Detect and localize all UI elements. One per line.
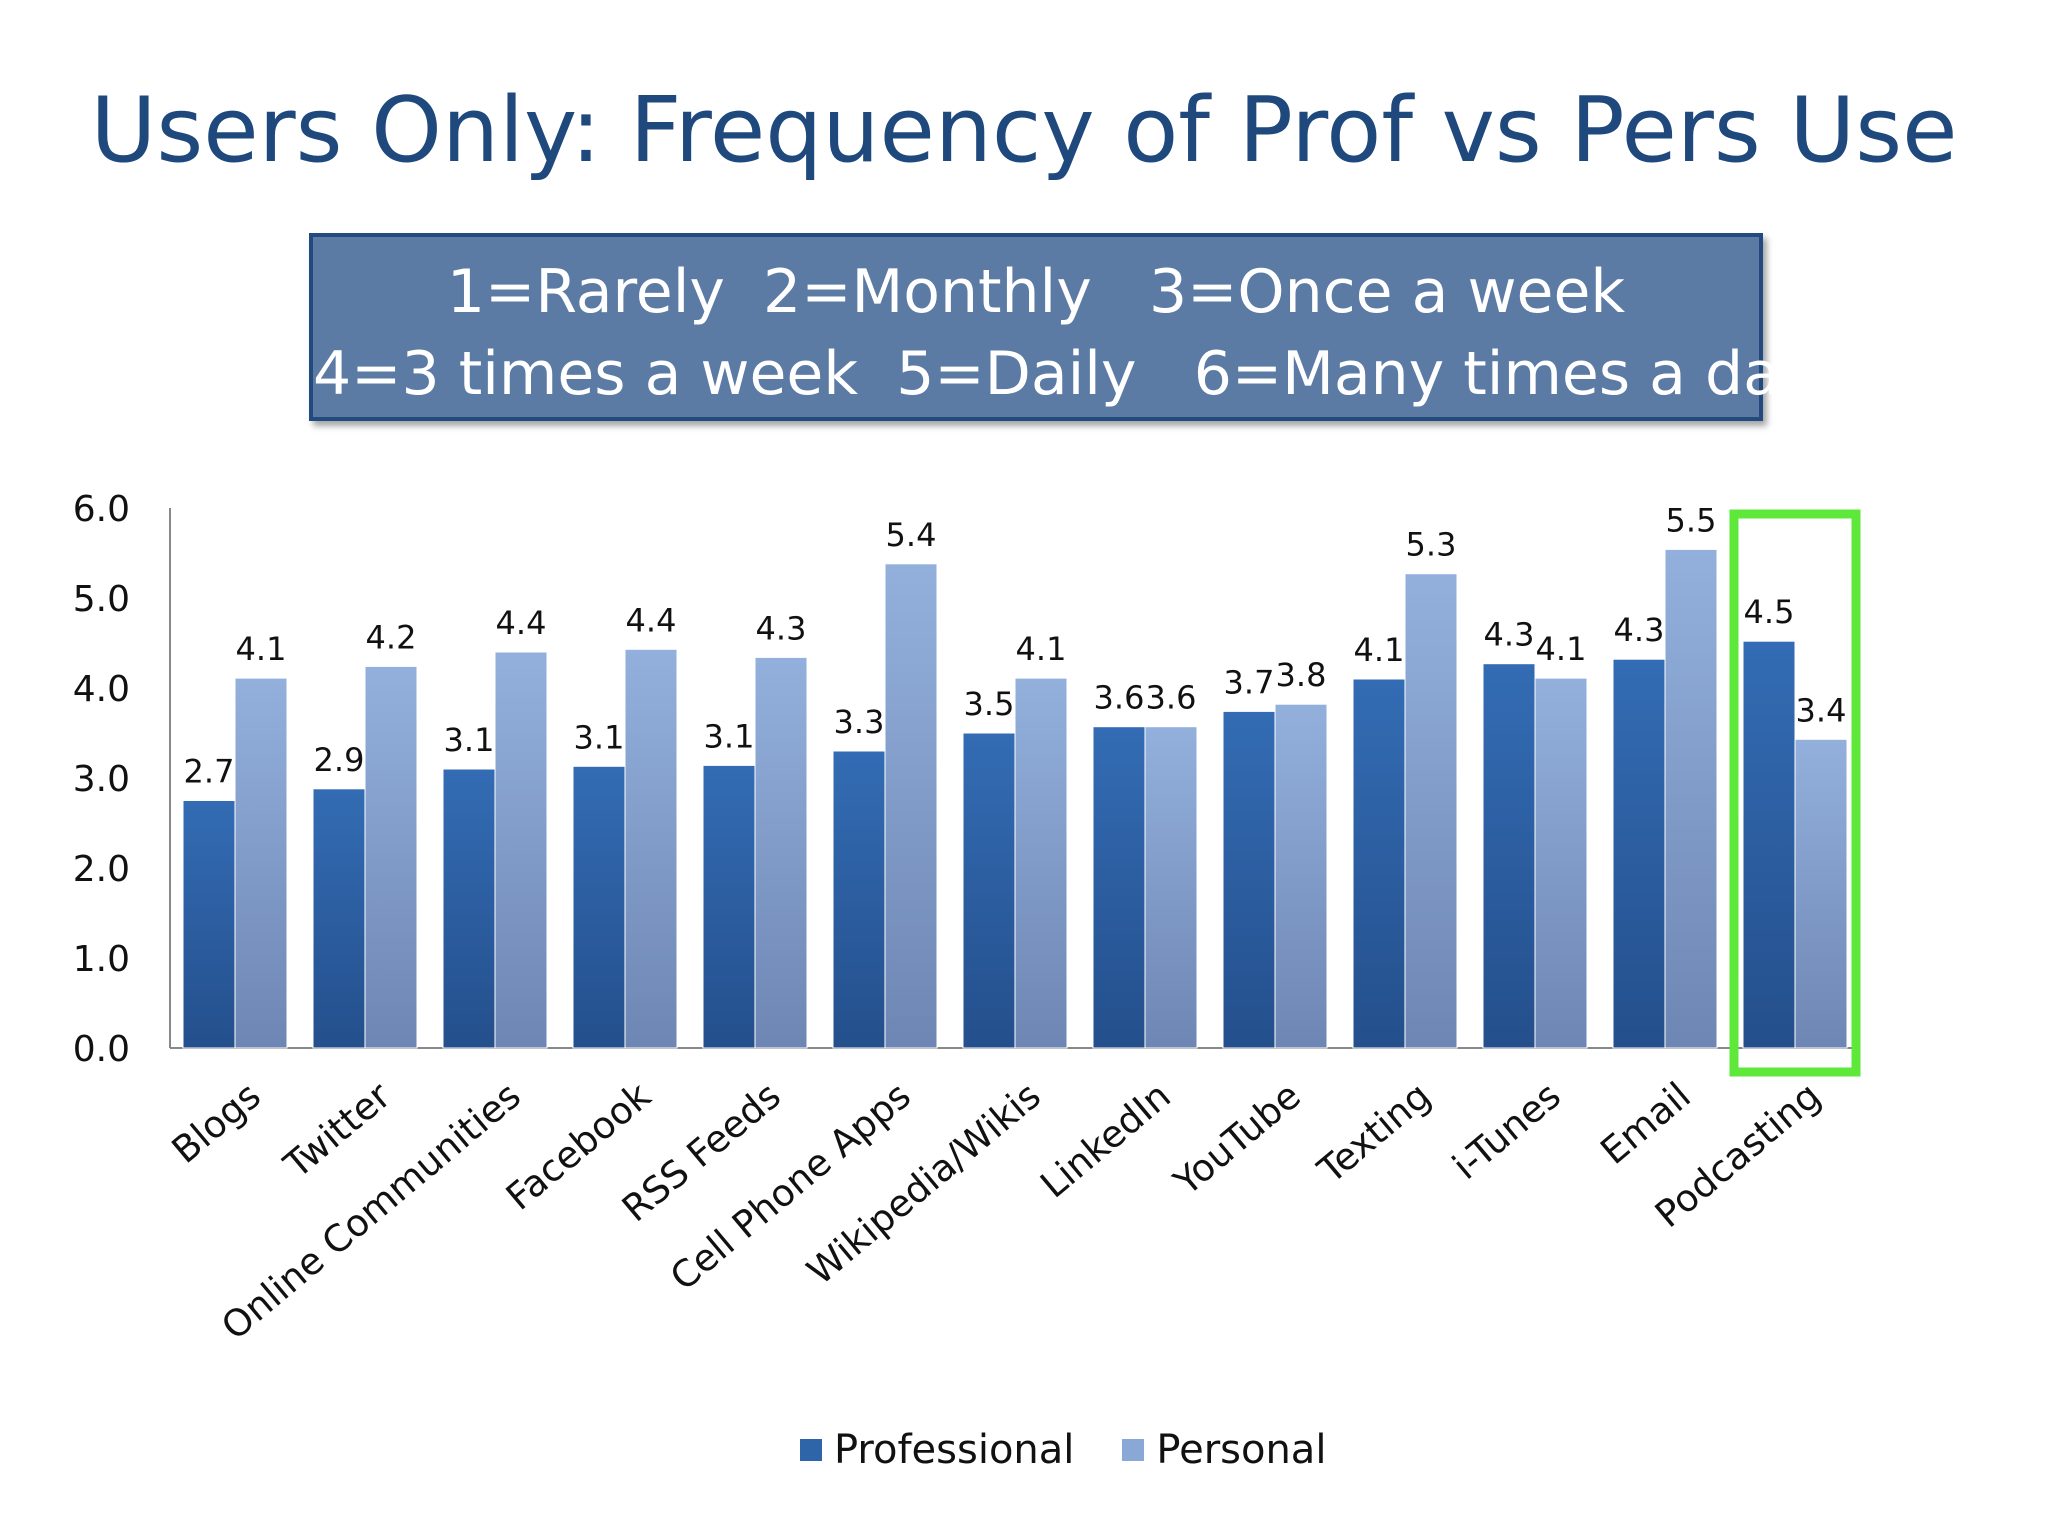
legend-label-professional: Professional bbox=[834, 1427, 1075, 1473]
y-tick-label: 1.0 bbox=[73, 939, 130, 980]
data-label-personal: 4.1 bbox=[1016, 630, 1067, 668]
highlight-box bbox=[1729, 509, 1861, 1077]
data-label-personal: 3.4 bbox=[1796, 691, 1847, 729]
y-tick-label: 4.0 bbox=[73, 669, 130, 710]
y-tick-label: 3.0 bbox=[73, 759, 130, 800]
bar-professional bbox=[572, 765, 626, 1049]
data-label-professional: 3.1 bbox=[444, 721, 495, 759]
data-label-professional: 4.5 bbox=[1744, 593, 1795, 631]
bar-professional bbox=[1742, 640, 1796, 1049]
bar-personal bbox=[1794, 738, 1848, 1049]
data-label-professional: 2.7 bbox=[184, 753, 235, 791]
data-label-professional: 3.7 bbox=[1224, 663, 1275, 701]
bar-professional bbox=[182, 800, 236, 1049]
data-label-personal: 4.2 bbox=[366, 618, 417, 656]
y-tick-label: 2.0 bbox=[73, 849, 130, 890]
scale-line-2: 4=3 times a week 5=Daily 6=Many times a … bbox=[313, 339, 1816, 409]
data-label-personal: 4.4 bbox=[626, 601, 677, 639]
bar-personal bbox=[1014, 677, 1068, 1049]
bar-personal bbox=[494, 651, 548, 1049]
data-label-professional: 3.5 bbox=[964, 685, 1015, 723]
bar-professional bbox=[1352, 678, 1406, 1049]
x-tick-label: i-Tunes bbox=[1444, 1074, 1568, 1188]
bar-professional bbox=[832, 750, 886, 1049]
data-label-professional: 4.1 bbox=[1354, 631, 1405, 669]
bar-professional bbox=[442, 768, 496, 1049]
x-tick-label: Texting bbox=[1309, 1074, 1439, 1192]
legend-item-personal: Personal bbox=[1122, 1427, 1326, 1473]
x-tick-label: Wikipedia/Wikis bbox=[799, 1074, 1049, 1293]
scale-line-1: 1=Rarely 2=Monthly 3=Once a week bbox=[446, 257, 1626, 327]
data-label-personal: 4.3 bbox=[756, 609, 807, 647]
x-tick-label: Cell Phone Apps bbox=[662, 1074, 919, 1299]
bar-professional bbox=[312, 788, 366, 1049]
data-label-personal: 5.5 bbox=[1666, 501, 1717, 539]
x-tick-label: Blogs bbox=[164, 1074, 269, 1172]
legend: Professional Personal bbox=[800, 1420, 1374, 1480]
bar-personal bbox=[1534, 677, 1588, 1049]
data-label-personal: 5.4 bbox=[886, 516, 937, 554]
x-tick-label: Email bbox=[1593, 1074, 1699, 1173]
bar-personal bbox=[624, 648, 678, 1049]
data-label-personal: 4.1 bbox=[1536, 630, 1587, 668]
y-tick-label: 6.0 bbox=[73, 489, 130, 530]
data-label-personal: 5.3 bbox=[1406, 526, 1457, 564]
legend-label-personal: Personal bbox=[1156, 1427, 1327, 1473]
legend-swatch-professional bbox=[800, 1439, 822, 1461]
x-tick-label: LinkedIn bbox=[1032, 1074, 1178, 1207]
y-tick-label: 5.0 bbox=[73, 579, 130, 620]
data-label-professional: 4.3 bbox=[1614, 611, 1665, 649]
bar-professional bbox=[702, 764, 756, 1049]
data-label-professional: 3.6 bbox=[1094, 679, 1145, 717]
frequency-scale-box: 1=Rarely 2=Monthly 3=Once a week 4=3 tim… bbox=[309, 233, 1816, 421]
legend-item-professional: Professional bbox=[800, 1427, 1074, 1473]
bar-professional bbox=[1222, 710, 1276, 1049]
bar-professional bbox=[1092, 726, 1146, 1049]
data-label-personal: 3.6 bbox=[1146, 679, 1197, 717]
bar-personal bbox=[234, 677, 288, 1049]
bar-personal bbox=[1274, 703, 1328, 1049]
data-label-professional: 3.1 bbox=[574, 718, 625, 756]
data-label-professional: 4.3 bbox=[1484, 616, 1535, 654]
slide-title: Users Only: Frequency of Prof vs Pers Us… bbox=[90, 78, 1958, 183]
legend-swatch-personal bbox=[1122, 1439, 1145, 1461]
y-tick-label: 0.0 bbox=[73, 1029, 130, 1070]
data-label-personal: 3.8 bbox=[1276, 656, 1327, 694]
bar-professional bbox=[962, 732, 1016, 1049]
data-label-personal: 4.1 bbox=[236, 630, 287, 668]
x-tick-label: YouTube bbox=[1165, 1074, 1309, 1204]
bar-personal bbox=[1144, 726, 1198, 1049]
data-label-professional: 2.9 bbox=[314, 741, 365, 779]
x-tick-label: Twitter bbox=[275, 1073, 399, 1187]
bar-professional bbox=[1482, 663, 1536, 1049]
bar-personal bbox=[1404, 573, 1458, 1049]
bars-group: 2.74.12.94.23.14.43.14.43.14.33.35.43.54… bbox=[182, 501, 1861, 1077]
data-label-personal: 4.4 bbox=[496, 604, 547, 642]
bar-personal bbox=[1664, 548, 1718, 1049]
data-label-professional: 3.1 bbox=[704, 717, 755, 755]
bar-personal bbox=[364, 665, 418, 1049]
bar-professional bbox=[1612, 658, 1666, 1049]
bar-personal bbox=[754, 656, 808, 1049]
data-label-professional: 3.3 bbox=[834, 703, 885, 741]
bar-personal bbox=[884, 563, 938, 1049]
